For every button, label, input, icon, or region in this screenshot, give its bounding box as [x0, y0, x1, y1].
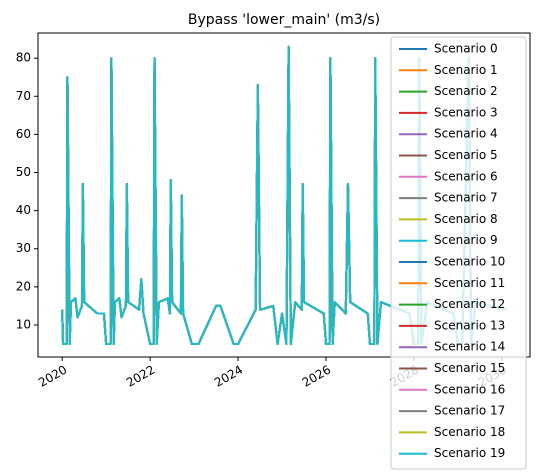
legend-label: Scenario 11: [434, 276, 505, 290]
legend-label: Scenario 0: [434, 42, 498, 56]
y-tick-label: 60: [16, 127, 31, 141]
legend-label: Scenario 2: [434, 84, 498, 98]
y-tick-label: 20: [16, 279, 31, 293]
legend-label: Scenario 13: [434, 318, 505, 332]
y-tick-label: 10: [16, 317, 31, 331]
legend-label: Scenario 17: [434, 404, 505, 418]
legend-label: Scenario 6: [434, 169, 498, 183]
legend-label: Scenario 8: [434, 212, 498, 226]
legend-label: Scenario 14: [434, 340, 505, 354]
legend-label: Scenario 1: [434, 63, 498, 77]
legend-box: [390, 36, 527, 470]
y-tick-label: 80: [16, 51, 31, 65]
legend-label: Scenario 5: [434, 148, 498, 162]
legend-label: Scenario 15: [434, 361, 505, 375]
legend-label: Scenario 4: [434, 127, 498, 141]
legend-label: Scenario 12: [434, 297, 505, 311]
x-tick-label: 2024: [212, 363, 245, 390]
plot-frame: [37, 32, 531, 358]
y-tick-label: 30: [16, 241, 31, 255]
y-tick-label: 40: [16, 203, 31, 217]
chart-title: Bypass 'lower_main' (m3/s): [188, 12, 380, 28]
x-tick-label: 2020: [36, 363, 69, 390]
legend-label: Scenario 3: [434, 105, 498, 119]
series-line: [61, 45, 507, 346]
legend-label: Scenario 9: [434, 233, 498, 247]
x-tick-label: 2022: [124, 363, 157, 390]
x-tick-label: 2026: [300, 363, 333, 390]
legend-label: Scenario 19: [434, 446, 505, 460]
legend-label: Scenario 18: [434, 425, 505, 439]
legend-label: Scenario 16: [434, 382, 505, 396]
legend-label: Scenario 10: [434, 255, 505, 269]
legend-label: Scenario 7: [434, 191, 498, 205]
y-tick-label: 70: [16, 89, 31, 103]
y-tick-label: 50: [16, 165, 31, 179]
